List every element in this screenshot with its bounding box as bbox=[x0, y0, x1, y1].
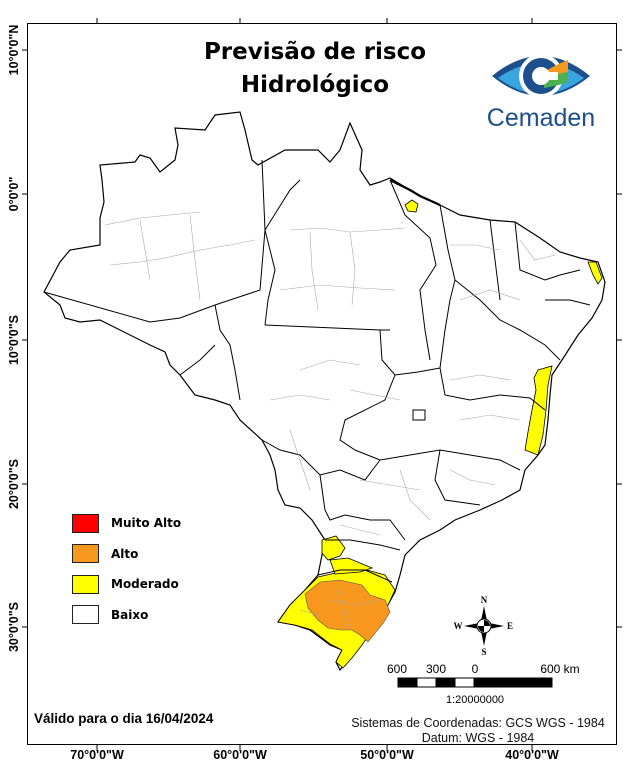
swatch-alto bbox=[72, 544, 99, 564]
lon-label-60w: 60°0'0"W bbox=[213, 748, 267, 762]
validity-date: Válido para o dia 16/04/2024 bbox=[34, 711, 214, 726]
lat-label-0: 0°0'0" bbox=[7, 176, 21, 212]
lon-label-70w: 70°0'0"W bbox=[70, 748, 124, 762]
scale-label-0: 0 bbox=[471, 662, 479, 676]
lon-label-50w: 50°0'0"W bbox=[360, 748, 414, 762]
compass-s: S bbox=[481, 647, 487, 657]
scale-label-600km: 600 km bbox=[540, 662, 580, 676]
lon-label-40w: 40°0'0"W bbox=[505, 748, 559, 762]
swatch-moderado bbox=[72, 574, 99, 594]
cemaden-logo: Cemaden bbox=[482, 44, 600, 136]
axis-ticks bbox=[22, 18, 622, 751]
compass-w: W bbox=[453, 621, 463, 631]
swatch-baixo bbox=[72, 605, 99, 625]
legend-item-alto: Alto bbox=[72, 539, 181, 570]
lat-label-30s: 30°0'0"S bbox=[7, 601, 21, 653]
legend-label: Muito Alto bbox=[111, 516, 182, 531]
risk-alto bbox=[304, 579, 391, 643]
legend-label: Moderado bbox=[111, 577, 179, 592]
scale-ratio: 1:20000000 bbox=[445, 694, 505, 706]
legend-label: Alto bbox=[111, 546, 139, 561]
state-borders bbox=[43, 159, 591, 583]
coord-system-line: Sistemas de Coordenadas: GCS WGS - 1984 bbox=[351, 716, 605, 730]
region-borders bbox=[104, 211, 556, 631]
compass-n: N bbox=[480, 595, 488, 605]
compass-rose bbox=[464, 606, 504, 646]
title-line-2: Hidrológico bbox=[240, 72, 390, 98]
eye-icon bbox=[492, 54, 590, 98]
lat-label-10s: 10°0'0"S bbox=[7, 314, 21, 366]
logo-text: Cemaden bbox=[486, 104, 596, 132]
scale-label-600: 600 bbox=[386, 662, 408, 676]
map-title: Previsão de risco Hidrológico bbox=[150, 36, 480, 102]
lat-label-10n: 10°0'0"N bbox=[7, 24, 21, 76]
legend-item-baixo: Baixo bbox=[72, 600, 181, 631]
title-line-1: Previsão de risco bbox=[203, 39, 427, 65]
legend-item-muito-alto: Muito Alto bbox=[72, 508, 181, 539]
scale-label-300: 300 bbox=[425, 662, 447, 676]
legend-label: Baixo bbox=[111, 607, 149, 622]
lat-label-20s: 20°0'0"S bbox=[7, 458, 21, 510]
scale-bar bbox=[397, 677, 553, 688]
legend-item-moderado: Moderado bbox=[72, 569, 181, 600]
datum-line: Datum: WGS - 1984 bbox=[421, 731, 535, 745]
coordinate-system: Sistemas de Coordenadas: GCS WGS - 1984 … bbox=[340, 716, 616, 746]
swatch-muito-alto bbox=[72, 513, 99, 533]
brazil-outline bbox=[43, 111, 606, 672]
compass-e: E bbox=[506, 621, 514, 631]
legend: Muito Alto Alto Moderado Baixo bbox=[72, 508, 181, 630]
